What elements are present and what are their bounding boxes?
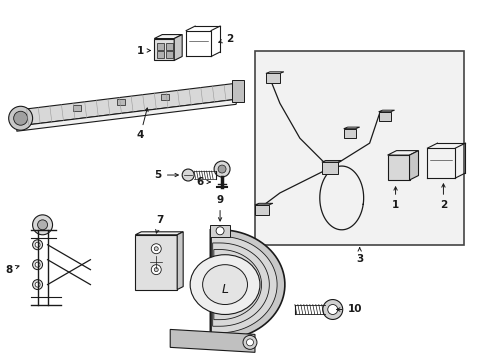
Bar	[157, 51, 164, 58]
Circle shape	[33, 280, 42, 289]
Bar	[210, 225, 229, 237]
Bar	[254, 50, 464, 245]
Polygon shape	[343, 127, 359, 129]
Polygon shape	[174, 35, 182, 60]
Text: L: L	[221, 283, 228, 296]
Bar	[232, 80, 244, 102]
Circle shape	[182, 169, 194, 181]
Text: 4: 4	[136, 108, 148, 140]
Polygon shape	[177, 232, 183, 289]
Text: 10: 10	[336, 305, 361, 315]
Circle shape	[35, 242, 40, 247]
Bar	[378, 112, 390, 121]
Circle shape	[33, 260, 42, 270]
Text: 6: 6	[196, 177, 210, 187]
Polygon shape	[212, 243, 269, 326]
Circle shape	[14, 111, 27, 125]
Polygon shape	[135, 232, 183, 235]
Bar	[117, 99, 125, 105]
Circle shape	[151, 244, 161, 254]
Circle shape	[151, 265, 161, 275]
Circle shape	[322, 300, 342, 319]
Circle shape	[216, 227, 224, 235]
Polygon shape	[265, 72, 284, 73]
Bar	[73, 105, 81, 111]
Text: 3: 3	[355, 248, 363, 264]
Bar	[343, 129, 355, 138]
Polygon shape	[408, 150, 418, 180]
Polygon shape	[254, 203, 272, 205]
Text: 5: 5	[154, 170, 178, 180]
Bar	[166, 51, 173, 58]
Bar	[265, 73, 279, 84]
Circle shape	[214, 161, 229, 177]
Polygon shape	[210, 230, 285, 339]
Ellipse shape	[202, 265, 247, 305]
Circle shape	[33, 215, 52, 235]
Polygon shape	[154, 35, 182, 39]
Bar	[254, 205, 268, 215]
Circle shape	[9, 106, 33, 130]
Bar	[135, 235, 177, 289]
Bar	[161, 94, 168, 100]
Circle shape	[33, 240, 42, 250]
Polygon shape	[321, 161, 341, 162]
Text: 2: 2	[218, 33, 233, 44]
Ellipse shape	[190, 255, 260, 315]
Polygon shape	[16, 84, 237, 126]
Text: 8: 8	[5, 265, 19, 275]
Polygon shape	[387, 150, 418, 155]
Bar	[321, 162, 337, 174]
Circle shape	[246, 339, 253, 346]
Text: 1: 1	[136, 45, 150, 55]
Text: 7: 7	[155, 215, 163, 233]
Circle shape	[154, 268, 158, 272]
Circle shape	[35, 262, 40, 267]
Bar	[166, 42, 173, 50]
Text: 1: 1	[391, 187, 398, 210]
Polygon shape	[213, 249, 261, 320]
Bar	[157, 42, 164, 50]
Polygon shape	[154, 39, 174, 60]
Text: 9: 9	[216, 195, 223, 221]
Circle shape	[38, 220, 47, 230]
Circle shape	[243, 336, 256, 349]
Polygon shape	[170, 329, 254, 352]
Polygon shape	[211, 237, 277, 333]
Circle shape	[218, 165, 225, 173]
Circle shape	[327, 305, 337, 315]
Polygon shape	[378, 110, 394, 112]
Circle shape	[35, 282, 40, 287]
Text: 2: 2	[439, 184, 446, 210]
Circle shape	[154, 247, 158, 251]
Polygon shape	[17, 99, 237, 131]
Polygon shape	[387, 155, 408, 180]
